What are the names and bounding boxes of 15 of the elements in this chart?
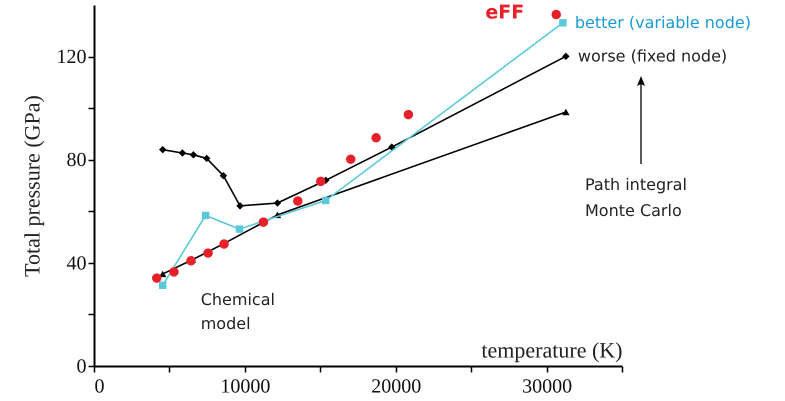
x-tick-label: 20000 bbox=[371, 376, 422, 398]
annotation: Path integral Monte Carlo bbox=[585, 175, 687, 220]
y-tick-label: 80 bbox=[66, 149, 86, 172]
x-tick-label: 30000 bbox=[522, 376, 572, 398]
series-label: eFF bbox=[485, 2, 524, 24]
series-label: worse (fixed node) bbox=[578, 46, 728, 66]
series-label: better (variable node) bbox=[574, 12, 751, 32]
y-axis-title: Total pressure (GPa) bbox=[20, 95, 44, 277]
x-tick-label: 10000 bbox=[220, 376, 270, 398]
series-label: Chemical model bbox=[200, 290, 275, 333]
y-tick-label: 40 bbox=[66, 252, 86, 274]
y-tick-label: 0 bbox=[76, 356, 86, 378]
y-tick-label: 120 bbox=[56, 46, 86, 68]
x-axis-title: temperature (K) bbox=[481, 338, 622, 362]
x-tick-label: 0 bbox=[94, 376, 104, 398]
